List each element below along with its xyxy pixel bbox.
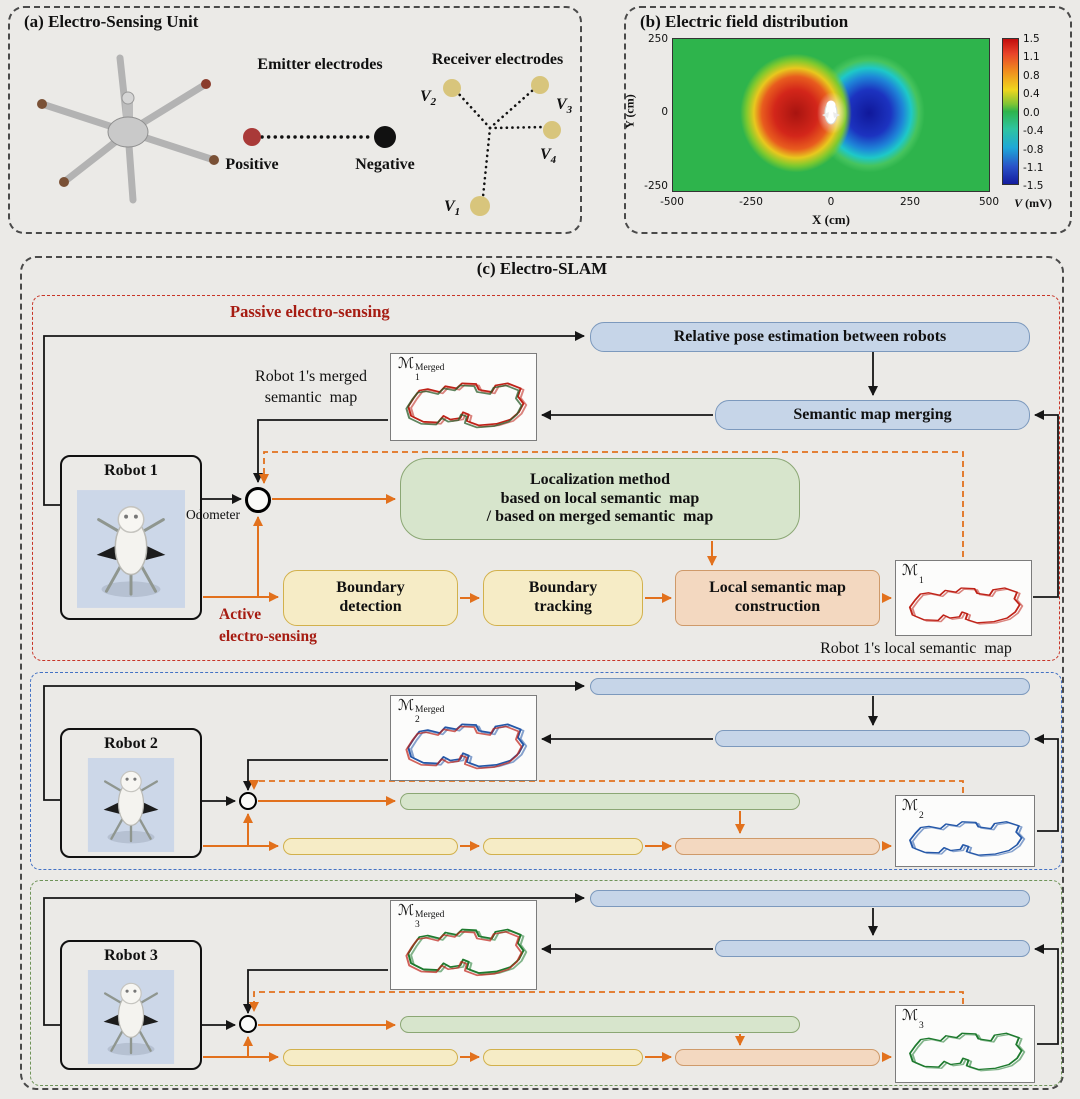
y-tick-mid: 0 bbox=[661, 106, 668, 118]
r1-merged-map-caption: Robot 1's merged semantic map bbox=[255, 368, 367, 406]
r3-local-map-figure bbox=[901, 1027, 1027, 1077]
r2-merged-map-symbol: ℳ Merged 2 bbox=[398, 698, 445, 725]
panel-b-title: (b) Electric field distribution bbox=[640, 12, 849, 31]
cb-tick-7: -1.1 bbox=[1023, 162, 1044, 174]
robot2-box: Robot 2 bbox=[60, 728, 202, 858]
positive-label: Positive bbox=[225, 156, 279, 173]
r3-map-construction-bar bbox=[675, 1049, 880, 1066]
v2-label: V2 bbox=[420, 88, 437, 109]
semantic-merging-box: Semantic map merging bbox=[715, 400, 1030, 430]
v3-label: V3 bbox=[556, 96, 573, 117]
robot1-fusion-node bbox=[245, 487, 271, 513]
robot2-fusion-node bbox=[239, 792, 257, 810]
robot2-photo bbox=[79, 758, 183, 852]
robot3-fusion-node bbox=[239, 1015, 257, 1033]
field-robot-icon bbox=[820, 98, 842, 128]
v4-label: V4 bbox=[540, 146, 557, 167]
r1-local-map-figure bbox=[901, 582, 1025, 630]
odometer-label: Odometer bbox=[186, 507, 240, 522]
robot1-name: Robot 1 bbox=[104, 462, 158, 479]
robot3-section bbox=[30, 880, 1062, 1086]
cb-tick-1: 1.1 bbox=[1023, 51, 1040, 63]
r2-boundary-detection-bar bbox=[283, 838, 458, 855]
x-tick-4: 500 bbox=[978, 196, 1000, 208]
r2-semantic-merging-bar bbox=[715, 730, 1030, 747]
colorbar bbox=[1002, 38, 1019, 185]
robot3-name: Robot 3 bbox=[104, 947, 158, 964]
r3-local-map-frame bbox=[895, 1005, 1035, 1083]
robot1-box: Robot 1 bbox=[60, 455, 202, 620]
localization-box: Localization method based on local seman… bbox=[400, 458, 800, 540]
boundary-tracking-box: Boundary tracking bbox=[483, 570, 643, 626]
x-tick-0: -500 bbox=[660, 196, 684, 208]
robot3-box: Robot 3 bbox=[60, 940, 202, 1070]
passive-sensing-label: Passive electro-sensing bbox=[230, 302, 390, 321]
cb-tick-8: -1.5 bbox=[1023, 180, 1044, 192]
r3-merged-map-figure bbox=[399, 922, 529, 982]
panel-electro-sensing-unit bbox=[8, 6, 582, 234]
relative-pose-box: Relative pose estimation between robots bbox=[590, 322, 1030, 352]
active-sensing-label: Active electro-sensing bbox=[219, 606, 317, 646]
r3-boundary-tracking-bar bbox=[483, 1049, 643, 1066]
x-tick-2: 0 bbox=[827, 196, 835, 208]
robot1-section bbox=[32, 295, 1060, 661]
v1-label: V1 bbox=[444, 198, 461, 219]
robot2-section bbox=[30, 672, 1062, 870]
panel-a-title: (a) Electro-Sensing Unit bbox=[24, 12, 199, 31]
cb-tick-5: -0.4 bbox=[1023, 125, 1044, 137]
field-heatmap bbox=[672, 38, 990, 192]
receiver-electrode-dot-v4 bbox=[543, 121, 561, 139]
x-tick-3: 250 bbox=[899, 196, 921, 208]
r3-boundary-detection-bar bbox=[283, 1049, 458, 1066]
r2-boundary-tracking-bar bbox=[483, 838, 643, 855]
r1-merged-map-figure bbox=[399, 376, 529, 434]
boundary-detection-box: Boundary detection bbox=[283, 570, 458, 626]
y-axis-label: Y (cm) bbox=[622, 94, 637, 129]
r2-merged-map-figure bbox=[399, 717, 529, 775]
robot2-name: Robot 2 bbox=[104, 735, 158, 752]
receiver-electrodes-label: Receiver electrodes bbox=[431, 51, 564, 68]
r3-localization-bar bbox=[400, 1016, 800, 1033]
r1-merged-map-symbol: ℳ Merged 1 bbox=[398, 356, 445, 383]
cb-tick-2: 0.8 bbox=[1023, 70, 1040, 82]
cb-tick-4: 0.0 bbox=[1023, 107, 1040, 119]
r1-local-map-caption: Robot 1's local semantic map bbox=[820, 640, 1012, 657]
r2-local-map-figure bbox=[901, 816, 1027, 862]
r2-map-construction-bar bbox=[675, 838, 880, 855]
x-axis-label: X (cm) bbox=[812, 212, 850, 227]
r3-merged-map-symbol: ℳ Merged 3 bbox=[398, 903, 445, 930]
negative-electrode-dot bbox=[374, 126, 396, 148]
negative-label: Negative bbox=[355, 156, 415, 173]
x-tick-1: -250 bbox=[739, 196, 763, 208]
receiver-electrode-dot-v1 bbox=[470, 196, 490, 216]
receiver-electrode-dot-v2 bbox=[443, 79, 461, 97]
panel-field-distribution bbox=[624, 6, 1072, 234]
cb-tick-0: 1.5 bbox=[1023, 33, 1040, 45]
y-tick-bottom: -250 bbox=[644, 180, 668, 192]
panel-electro-slam bbox=[20, 256, 1064, 1090]
receiver-electrode-dot-v3 bbox=[531, 76, 549, 94]
r2-localization-bar bbox=[400, 793, 800, 810]
positive-electrode-dot bbox=[243, 128, 261, 146]
r2-relative-pose-bar bbox=[590, 678, 1030, 695]
cb-tick-3: 0.4 bbox=[1023, 88, 1040, 100]
r3-relative-pose-bar bbox=[590, 890, 1030, 907]
emitter-electrodes-label: Emitter electrodes bbox=[257, 56, 383, 73]
hexapod-robot-image bbox=[37, 54, 219, 204]
panel-c-title: (c) Electro-SLAM bbox=[476, 259, 608, 278]
cb-tick-6: -0.8 bbox=[1023, 144, 1044, 156]
y-tick-top: 250 bbox=[647, 33, 668, 45]
robot3-photo bbox=[79, 970, 183, 1064]
r3-semantic-merging-bar bbox=[715, 940, 1030, 957]
local-map-construction-box: Local semantic map construction bbox=[675, 570, 880, 626]
colorbar-label: V (mV) bbox=[1014, 196, 1052, 210]
